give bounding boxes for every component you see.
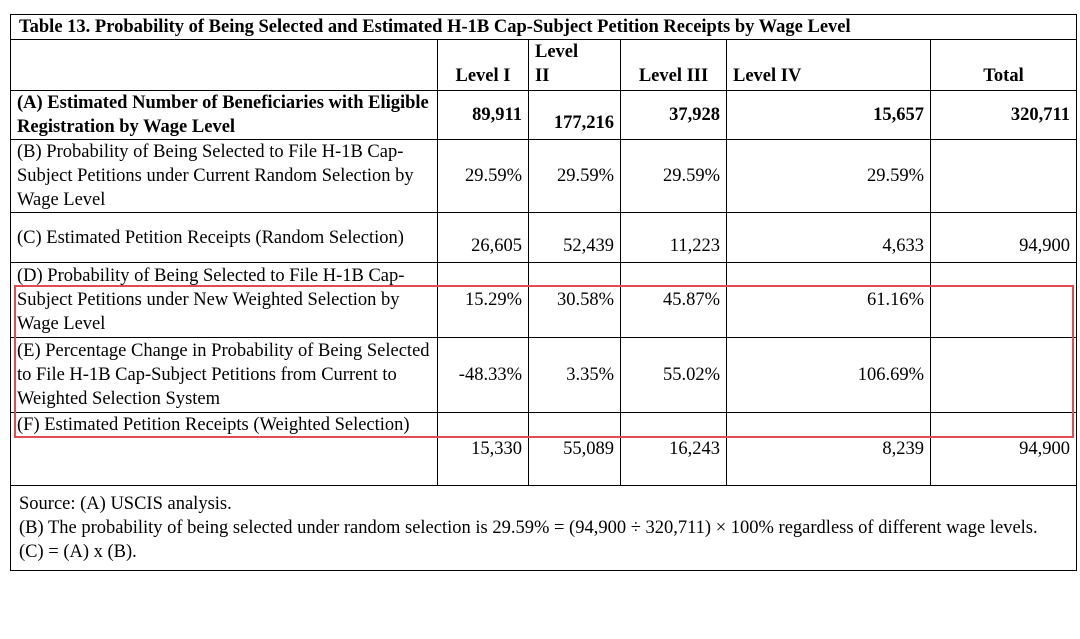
- header-level-4: Level IV: [726, 39, 931, 91]
- source-row: Source: (A) USCIS analysis. (B) The prob…: [9, 485, 1078, 571]
- source-notes: Source: (A) USCIS analysis. (B) The prob…: [9, 485, 1078, 571]
- table-row: (D) Probability of Being Selected to Fil…: [10, 262, 1078, 338]
- row-f-level-2: 55,089: [528, 412, 621, 486]
- row-b-label: (B) Probability of Being Selected to Fil…: [10, 139, 438, 213]
- row-d-level-4: 61.16%: [726, 262, 931, 338]
- header-total: Total: [929, 39, 1078, 91]
- row-c-level-4: 4,633: [726, 212, 931, 263]
- header-level-2-text: Level II: [535, 42, 579, 86]
- row-a-level-3: 37,928: [620, 90, 727, 140]
- source-line-c: (C) = (A) x (B).: [19, 542, 137, 562]
- row-c-level-3: 11,223: [620, 212, 727, 263]
- table-frame: Table 13. Probability of Being Selected …: [9, 14, 1078, 631]
- row-c-total: 94,900: [929, 212, 1078, 263]
- row-d-total: [929, 262, 1078, 338]
- row-d-level-1: 15.29%: [437, 262, 529, 338]
- row-b-level-3: 29.59%: [620, 139, 727, 213]
- header-level-1: Level I: [437, 39, 529, 91]
- row-b-total: [929, 139, 1078, 213]
- header-blank: [10, 39, 438, 91]
- table-title: Table 13. Probability of Being Selected …: [9, 14, 1078, 40]
- source-line-a: Source: (A) USCIS analysis.: [19, 494, 232, 514]
- row-f-level-4: 8,239: [726, 412, 931, 486]
- row-f-label: (F) Estimated Petition Receipts (Weighte…: [10, 412, 438, 486]
- table-row: (C) Estimated Petition Receipts (Random …: [10, 212, 1078, 263]
- row-f-level-1: 15,330: [437, 412, 529, 486]
- source-line-b: (B) The probability of being selected un…: [19, 518, 1038, 538]
- row-b-level-1: 29.59%: [437, 139, 529, 213]
- row-b-level-2: 29.59%: [528, 139, 621, 213]
- row-c-label: (C) Estimated Petition Receipts (Random …: [10, 212, 438, 263]
- table-row: (B) Probability of Being Selected to Fil…: [10, 139, 1078, 213]
- h1b-table: Table 13. Probability of Being Selected …: [9, 14, 1078, 571]
- row-e-level-4: 106.69%: [726, 337, 931, 413]
- row-e-total: [929, 337, 1078, 413]
- row-a-level-2: 177,216: [528, 90, 621, 140]
- row-c-level-2: 52,439: [528, 212, 621, 263]
- row-d-level-3: 45.87%: [620, 262, 727, 338]
- row-e-level-1: -48.33%: [437, 337, 529, 413]
- row-c-level-1: 26,605: [437, 212, 529, 263]
- row-d-level-2: 30.58%: [528, 262, 621, 338]
- row-a-total: 320,711: [929, 90, 1078, 140]
- row-a-label: (A) Estimated Number of Beneficiaries wi…: [10, 90, 438, 140]
- row-e-label: (E) Percentage Change in Probability of …: [10, 337, 438, 413]
- row-a-level-1: 89,911: [437, 90, 529, 140]
- header-level-3: Level III: [620, 39, 727, 91]
- row-e-level-2: 3.35%: [528, 337, 621, 413]
- header-level-2: Level II: [528, 39, 621, 91]
- table-row: (A) Estimated Number of Beneficiaries wi…: [10, 90, 1078, 140]
- table-row: (F) Estimated Petition Receipts (Weighte…: [10, 412, 1078, 486]
- row-f-total: 94,900: [929, 412, 1078, 486]
- row-d-label: (D) Probability of Being Selected to Fil…: [10, 262, 438, 338]
- row-e-level-3: 55.02%: [620, 337, 727, 413]
- table-row: (E) Percentage Change in Probability of …: [10, 337, 1078, 413]
- row-a-level-4: 15,657: [726, 90, 931, 140]
- row-f-level-3: 16,243: [620, 412, 727, 486]
- row-b-level-4: 29.59%: [726, 139, 931, 213]
